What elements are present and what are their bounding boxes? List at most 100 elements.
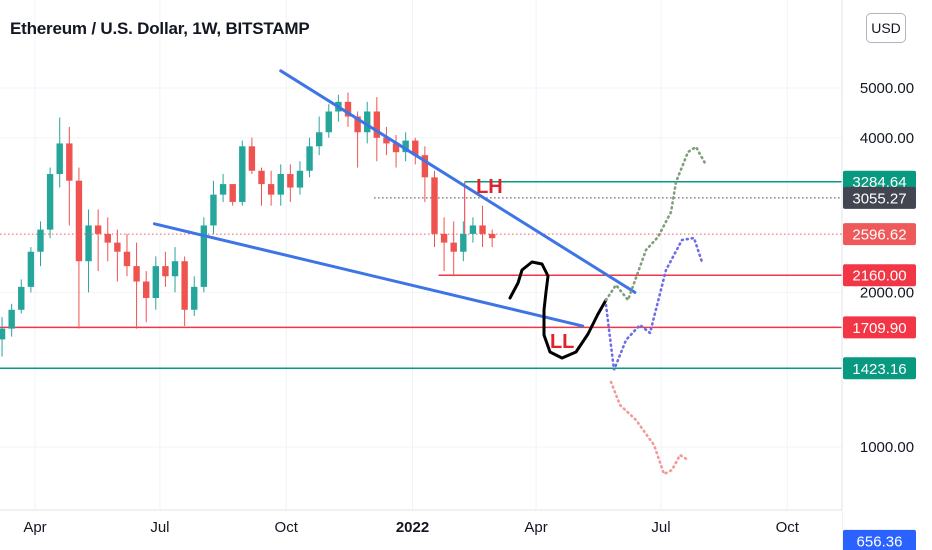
time-axis-bg: [0, 510, 842, 550]
candles: [0, 92, 496, 357]
candle-6: [46, 167, 54, 239]
candle-body: [460, 233, 467, 252]
candle-body: [191, 286, 198, 310]
candle-body: [239, 146, 246, 202]
projection-blue: [604, 236, 704, 371]
candle-body: [18, 286, 25, 310]
candle-17: [152, 256, 160, 310]
candle-body: [392, 143, 400, 153]
candle-body: [75, 180, 83, 262]
projection-green: [604, 145, 708, 303]
candle-body: [248, 146, 256, 171]
price-label-bg: [843, 316, 916, 339]
candle-body: [133, 266, 140, 282]
candle-18: [162, 251, 169, 287]
candle-39: [364, 101, 371, 144]
candle-body: [469, 225, 477, 234]
lh-label: LH: [476, 176, 503, 198]
price-label-bg: [843, 186, 916, 209]
candle-28: [258, 167, 265, 206]
currency-button[interactable]: USD: [866, 13, 906, 43]
price-tick-3: 1000.00: [860, 439, 914, 456]
candle-15: [133, 242, 140, 329]
candle-48: [450, 221, 457, 277]
time-tick-6: Oct: [776, 519, 800, 536]
time-tick-1: Jul: [150, 519, 169, 536]
candle-body: [94, 225, 102, 234]
candle-body: [287, 174, 294, 188]
candle-body: [421, 155, 429, 178]
candle-49: [460, 221, 467, 262]
candle-body: [325, 111, 332, 133]
candle-25: [229, 184, 236, 206]
candle-body: [440, 233, 448, 243]
time-tick-0: Apr: [23, 519, 46, 536]
candle-14: [123, 233, 131, 277]
candle-37: [344, 92, 352, 127]
candle-body: [114, 242, 121, 252]
price-label-line-3055: 3055.27: [843, 186, 916, 209]
candle-43: [402, 132, 409, 162]
candle-51: [479, 205, 486, 248]
price-label-text: 2160.00: [852, 268, 906, 285]
time-tick-5: Jul: [651, 519, 670, 536]
candle-30: [277, 164, 284, 206]
candle-4: [27, 247, 35, 293]
candle-13: [114, 229, 121, 282]
candle-body: [37, 229, 44, 252]
candle-body: [181, 261, 188, 310]
candle-19: [171, 247, 179, 293]
candle-body: [104, 233, 111, 243]
price-label-line-1709: 1709.90: [843, 316, 916, 339]
candle-33: [306, 137, 313, 178]
ll-label: LL: [550, 331, 574, 353]
candle-body: [315, 132, 323, 147]
candle-body: [488, 233, 496, 239]
price-tick-2: 2000.00: [860, 284, 914, 301]
candle-23: [210, 180, 217, 234]
price-label-text: 2596.62: [852, 227, 906, 244]
candle-body: [85, 225, 92, 262]
price-label-bg: [843, 223, 916, 246]
price-axis[interactable]: 5000.004000.002000.001000.003284.643055.…: [841, 0, 932, 550]
candle-26: [239, 140, 246, 206]
trendlines: [152, 69, 637, 328]
lower-trendline: [152, 222, 585, 328]
candle-body: [479, 225, 486, 234]
candle-9: [75, 167, 83, 329]
candle-31: [287, 164, 294, 202]
horizontal-levels: [0, 180, 842, 542]
candle-20: [181, 256, 188, 327]
candle-body: [200, 225, 208, 287]
candle-body: [277, 174, 284, 195]
time-tick-4: Apr: [524, 519, 547, 536]
candle-body: [152, 266, 160, 299]
candle-38: [354, 111, 361, 168]
price-label-line-2160: 2160.00: [843, 264, 916, 287]
candle-42: [392, 135, 400, 168]
candle-body: [344, 101, 352, 117]
candle-44: [412, 137, 419, 165]
candle-body: [431, 177, 438, 234]
candle-body: [296, 170, 304, 188]
projection-paths: [604, 145, 708, 476]
price-label-text: 656.36: [857, 533, 903, 550]
candle-body: [46, 174, 54, 230]
candle-body: [373, 111, 381, 138]
candle-body: [171, 261, 179, 277]
candle-52: [488, 229, 496, 248]
price-label-bg: [843, 264, 916, 287]
chart-title: Ethereum / U.S. Dollar, 1W, BITSTAMP: [10, 19, 310, 38]
candle-32: [296, 161, 304, 195]
candle-body: [383, 137, 390, 144]
price-label-line-656: 656.36: [843, 529, 916, 550]
candle-body: [27, 251, 35, 287]
price-tick-0: 5000.00: [860, 80, 914, 97]
candle-body: [450, 242, 457, 252]
candle-24: [219, 174, 227, 202]
projection-red: [609, 380, 690, 476]
candle-body: [0, 328, 6, 340]
price-label-bg: [843, 357, 916, 380]
time-axis[interactable]: Apr Jul Oct 2022 Apr Jul Oct: [0, 509, 842, 550]
